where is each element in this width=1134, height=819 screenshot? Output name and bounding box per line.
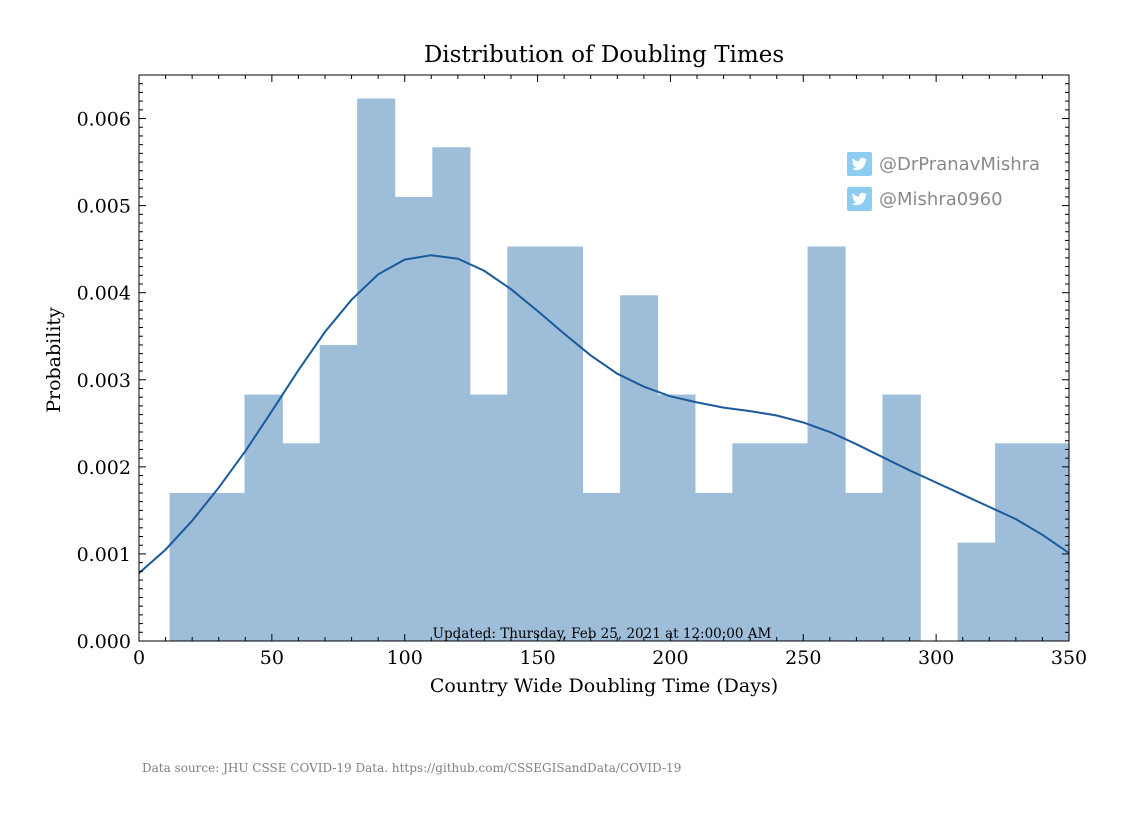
x-tick-label: 350 <box>1051 647 1087 669</box>
twitter-handle: @DrPranavMishra <box>879 154 1040 175</box>
x-tick-label: 100 <box>387 647 423 669</box>
y-tick-label: 0.003 <box>77 370 131 392</box>
histogram-bar-19 <box>882 394 921 641</box>
plot-frame <box>138 74 1070 642</box>
histogram-bar-17 <box>807 246 846 641</box>
histogram-bar-14 <box>694 492 733 641</box>
y-tick-label: 0.002 <box>77 457 131 479</box>
histogram-bar-22 <box>995 443 1034 641</box>
x-tick-label: 150 <box>519 647 555 669</box>
axis-ticks <box>138 74 1070 642</box>
histogram-bar-9 <box>507 246 546 641</box>
y-tick-label: 0.006 <box>77 109 131 131</box>
histogram-bar-15 <box>732 443 771 641</box>
y-tick-label: 0.004 <box>77 283 131 305</box>
histogram-bar-8 <box>469 394 508 641</box>
histogram-bar-21 <box>957 542 996 641</box>
y-axis-label: Probability <box>43 307 65 413</box>
twitter-bird-icon <box>847 152 872 176</box>
y-tick-label: 0.000 <box>77 631 131 653</box>
x-tick-label: 300 <box>918 647 954 669</box>
kde-density-line <box>138 254 1070 574</box>
histogram-bar-23 <box>1032 443 1070 641</box>
twitter-handle: @Mishra0960 <box>879 189 1003 210</box>
x-tick-label: 250 <box>785 647 821 669</box>
histogram-bar-0 <box>169 492 208 641</box>
histogram-bar-11 <box>582 492 621 641</box>
histogram-bar-6 <box>394 196 433 641</box>
author-credits: @DrPranavMishra @Mishra0960 <box>847 152 1040 211</box>
updated-timestamp: Updated: Thursday, Feb 25, 2021 at 12:00… <box>433 626 772 642</box>
x-tick-label: 0 <box>133 647 145 669</box>
y-tick-labels: 0.000 0.001 0.002 0.003 0.004 0.005 0.006 <box>77 109 131 653</box>
histogram-bar-1 <box>207 492 246 641</box>
histogram-bar-2 <box>244 394 283 641</box>
x-tick-label: 50 <box>260 647 284 669</box>
data-source-note: Data source: JHU CSSE COVID-19 Data. htt… <box>142 761 681 775</box>
histogram-bar-18 <box>845 492 884 641</box>
chart-title: Distribution of Doubling Times <box>424 42 784 68</box>
x-tick-labels: 0 50 100 150 200 250 300 350 <box>133 647 1087 669</box>
x-tick-label: 200 <box>652 647 688 669</box>
histogram-bar-5 <box>357 98 396 642</box>
histogram-bar-10 <box>544 246 584 641</box>
x-axis-label: Country Wide Doubling Time (Days) <box>430 675 778 697</box>
histogram-bars <box>169 98 1070 642</box>
y-tick-label: 0.005 <box>77 196 131 218</box>
histogram-bar-4 <box>319 344 358 641</box>
twitter-bird-icon <box>847 187 872 211</box>
histogram-bar-3 <box>282 443 321 641</box>
histogram-bar-16 <box>770 443 809 641</box>
y-tick-label: 0.001 <box>77 544 131 566</box>
histogram-bar-7 <box>432 147 471 641</box>
histogram-bar-13 <box>657 394 696 641</box>
histogram-bar-12 <box>619 295 659 641</box>
